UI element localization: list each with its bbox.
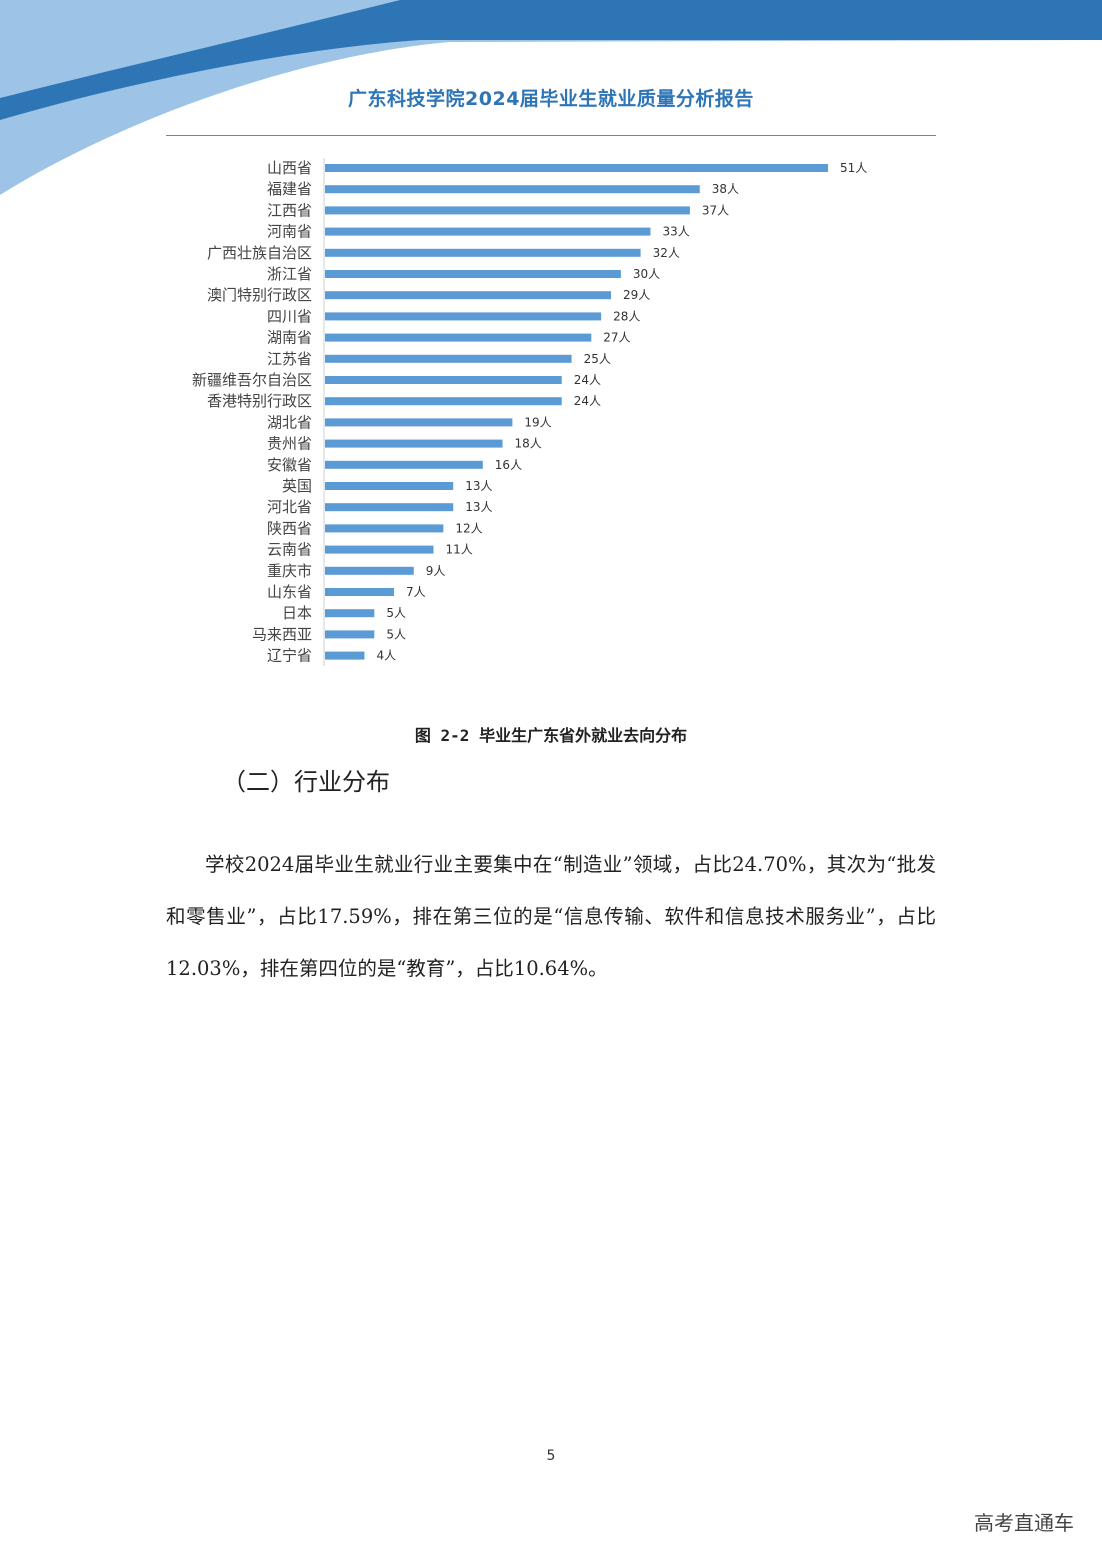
chart-bar — [325, 354, 572, 363]
document-header-title: 广东科技学院2024届毕业生就业质量分析报告 — [348, 88, 754, 110]
chart-value-label: 9人 — [426, 564, 446, 578]
chart-value-label: 33人 — [662, 225, 689, 239]
chart-value-label: 30人 — [633, 267, 660, 281]
chart-value-label: 18人 — [515, 437, 542, 451]
chart-value-label: 13人 — [465, 500, 492, 514]
chart-bar — [325, 248, 641, 257]
chart-bar — [325, 609, 375, 618]
chart-value-label: 29人 — [623, 288, 650, 302]
chart-bar — [325, 312, 602, 321]
chart-bar — [325, 588, 395, 596]
chart-category-label: 湖南省 — [267, 329, 312, 347]
chart-bar — [325, 524, 444, 533]
chart-bar — [325, 270, 621, 278]
chart-category-label: 河北省 — [267, 498, 312, 516]
chart-bar — [325, 185, 700, 194]
chart-bar — [325, 482, 454, 490]
chart-value-label: 32人 — [653, 246, 680, 260]
chart-category-label: 山西省 — [267, 159, 312, 177]
chart-category-label: 福建省 — [267, 180, 312, 198]
chart-category-label: 浙江省 — [267, 265, 312, 283]
section-heading: （二）行业分布 — [222, 768, 390, 796]
chart-category-label: 河南省 — [267, 223, 312, 241]
chart-value-label: 25人 — [584, 352, 611, 366]
chart-category-label: 江西省 — [267, 201, 312, 219]
chart-category-label: 江苏省 — [267, 350, 312, 368]
chart-value-label: 37人 — [702, 203, 729, 217]
page-number: 5 — [546, 1448, 556, 1464]
figure-caption: 图 2-2 毕业生广东省外就业去向分布 — [414, 726, 688, 745]
section-paragraph: 学校2024届毕业生就业行业主要集中在“制造业”领域，占比24.70%，其次为“… — [166, 852, 936, 980]
chart-value-label: 19人 — [524, 415, 551, 429]
chart-value-label: 38人 — [712, 182, 739, 196]
chart-category-label: 新疆维吾尔自治区 — [192, 371, 312, 389]
watermark-text: 高考直通车 — [974, 1511, 1074, 1535]
chart-value-label: 7人 — [406, 585, 426, 599]
chart-category-label: 重庆市 — [267, 562, 312, 580]
chart-value-label: 16人 — [495, 458, 522, 472]
chart-bar — [325, 566, 414, 575]
chart-category-label: 广西壮族自治区 — [207, 244, 312, 262]
chart-bar — [325, 206, 690, 215]
chart-bar — [325, 227, 651, 236]
chart-category-label: 贵州省 — [267, 435, 312, 453]
chart-bar — [325, 291, 612, 300]
chart-bar — [325, 503, 454, 512]
chart-category-label: 英国 — [282, 477, 312, 495]
chart-bar — [325, 333, 592, 342]
chart-value-label: 5人 — [386, 627, 406, 641]
chart-value-label: 24人 — [574, 373, 601, 387]
chart-bar — [325, 651, 365, 660]
chart-category-label: 云南省 — [267, 541, 312, 559]
header-banner — [0, 0, 1102, 195]
chart-bar — [325, 164, 828, 172]
chart-value-label: 5人 — [386, 606, 406, 620]
chart-category-label: 辽宁省 — [267, 647, 312, 665]
chart-category-label: 马来西亚 — [252, 625, 312, 643]
chart-value-label: 51人 — [840, 161, 867, 175]
chart-bar — [325, 630, 375, 639]
chart-value-label: 27人 — [603, 331, 630, 345]
chart-category-label: 日本 — [282, 604, 312, 622]
chart-value-label: 24人 — [574, 394, 601, 408]
header-divider — [166, 135, 936, 136]
chart-bar — [325, 418, 513, 427]
chart-bar — [325, 376, 562, 384]
chart-bar — [325, 460, 483, 469]
chart-category-label: 香港特别行政区 — [207, 392, 312, 410]
chart-value-label: 28人 — [613, 309, 640, 323]
chart-category-label: 湖北省 — [267, 413, 312, 431]
chart-bar — [325, 439, 503, 448]
chart-category-label: 安徽省 — [267, 456, 312, 474]
chart-category-label: 澳门特别行政区 — [207, 286, 312, 304]
chart-bar — [325, 397, 562, 406]
chart-bar — [325, 545, 434, 554]
chart-value-label: 4人 — [376, 649, 396, 663]
chart-category-label: 四川省 — [267, 307, 312, 325]
chart-category-label: 山东省 — [267, 583, 312, 601]
chart-category-label: 陕西省 — [267, 519, 312, 537]
chart-value-label: 12人 — [455, 521, 482, 535]
chart-value-label: 11人 — [445, 543, 472, 557]
chart-value-label: 13人 — [465, 479, 492, 493]
